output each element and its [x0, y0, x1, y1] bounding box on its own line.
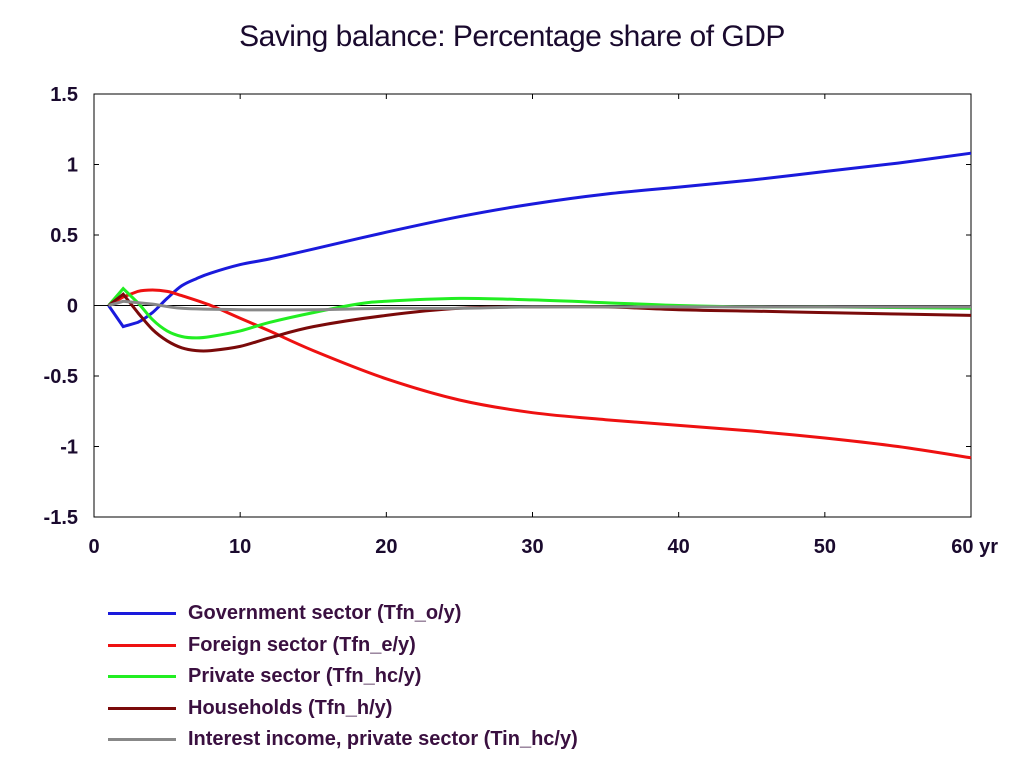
legend-item: Households (Tfn_h/y)	[108, 693, 578, 725]
y-tick-label: -1.5	[44, 507, 78, 529]
y-axis: 1.5 1 0.5 0 -0.5 -1 -1.5	[44, 84, 971, 529]
x-tick-label: 0	[88, 536, 99, 558]
legend-swatch	[108, 612, 176, 616]
y-tick-label: 1.5	[50, 84, 78, 106]
series-group	[107, 151, 972, 460]
legend-swatch	[108, 706, 176, 710]
x-tick-label: 50	[814, 536, 836, 558]
legend-label: Private sector (Tfn_hc/y)	[188, 665, 422, 688]
y-tick-label: 1	[67, 155, 78, 177]
y-tick-label: -1	[60, 437, 78, 459]
legend-swatch	[108, 738, 176, 742]
legend-label: Foreign sector (Tfn_e/y)	[188, 633, 416, 656]
legend-label: Government sector (Tfn_o/y)	[188, 602, 462, 625]
legend-item: Private sector (Tfn_hc/y)	[108, 661, 578, 693]
legend: Government sector (Tfn_o/y) Foreign secto…	[108, 598, 578, 756]
legend-item: Government sector (Tfn_o/y)	[108, 598, 578, 630]
legend-label: Households (Tfn_h/y)	[188, 696, 393, 719]
series-line-1	[107, 288, 972, 460]
legend-swatch	[108, 643, 176, 647]
y-tick-label: 0	[67, 296, 78, 318]
x-tick-label: 30	[521, 536, 543, 558]
chart-title: Saving balance: Percentage share of GDP	[239, 20, 785, 53]
x-tick-label: 60 yr	[951, 536, 998, 558]
chart-plot: 1.5 1 0.5 0 -0.5 -1 -1.5 0 10 20 30 40 50 60 yr	[44, 84, 999, 558]
series-line-3	[107, 292, 972, 353]
legend-item: Foreign sector (Tfn_e/y)	[108, 630, 578, 662]
x-tick-label: 20	[375, 536, 397, 558]
y-tick-label: -0.5	[44, 366, 78, 388]
legend-item: Interest income, private sector (Tin_hc/…	[108, 724, 578, 756]
x-axis: 0 10 20 30 40 50 60 yr	[88, 94, 998, 558]
legend-swatch	[108, 675, 176, 679]
series-line-4	[108, 299, 971, 312]
series-line-0	[107, 151, 972, 329]
y-tick-label: 0.5	[50, 225, 78, 247]
x-tick-label: 10	[229, 536, 251, 558]
legend-label: Interest income, private sector (Tin_hc/…	[188, 728, 578, 751]
x-tick-label: 40	[668, 536, 690, 558]
